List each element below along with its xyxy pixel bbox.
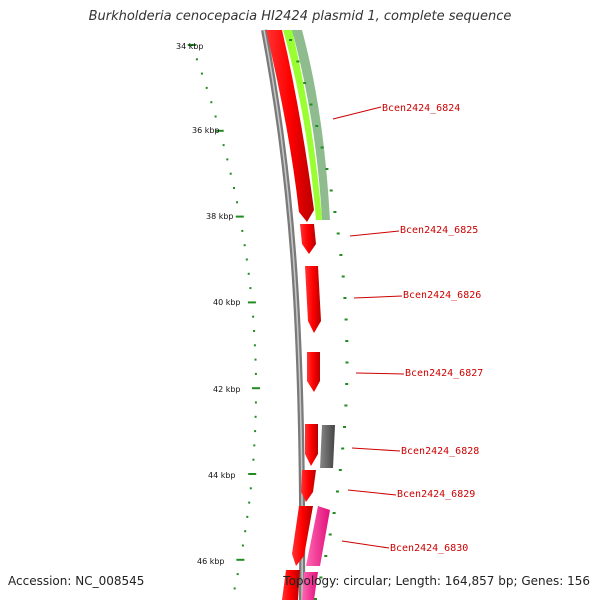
- cds-6824: [266, 30, 314, 222]
- leader-6828: [351, 447, 401, 452]
- scale-label-46: 46 kbp: [197, 557, 225, 566]
- lime-feature: [283, 30, 322, 220]
- cds-bottom: [282, 570, 300, 600]
- gene-label-6824[interactable]: Bcen2424_6824: [382, 103, 460, 114]
- scale-ticks: [187, 44, 260, 590]
- scale-label-44: 44 kbp: [208, 471, 236, 480]
- gene-label-6828[interactable]: Bcen2424_6828: [401, 446, 479, 457]
- topology-summary: Topology: circular; Length: 164,857 bp; …: [283, 574, 590, 588]
- scale-label-34: 34 kbp: [176, 42, 204, 51]
- gene-label-6825[interactable]: Bcen2424_6825: [400, 225, 478, 236]
- cds-6826: [305, 266, 321, 333]
- scale-label-36: 36 kbp: [192, 126, 220, 135]
- accession-text: Accession: NC_008545: [8, 574, 145, 588]
- gray-feature-6828: [320, 425, 335, 468]
- scale-label-42: 42 kbp: [213, 385, 241, 394]
- leader-6825: [349, 230, 400, 237]
- leader-6829: [347, 489, 397, 496]
- scale-label-38: 38 kbp: [206, 212, 234, 221]
- scale-label-40: 40 kbp: [213, 298, 241, 307]
- gene-label-6830[interactable]: Bcen2424_6830: [390, 543, 468, 554]
- cds-6829: [301, 470, 316, 502]
- map-title: Burkholderia cenocepacia HI2424 plasmid …: [88, 9, 512, 24]
- gene-label-6827[interactable]: Bcen2424_6827: [405, 368, 483, 379]
- cds-6830: [292, 506, 313, 566]
- gene-label-6826[interactable]: Bcen2424_6826: [403, 290, 481, 301]
- cds-6825: [300, 224, 316, 254]
- leader-6830: [341, 540, 390, 549]
- gene-ticks: [289, 39, 349, 600]
- leader-6824: [332, 106, 382, 120]
- magenta-feature: [306, 506, 330, 566]
- gene-label-6829[interactable]: Bcen2424_6829: [397, 489, 475, 500]
- cds-6828: [305, 424, 318, 466]
- leader-6826: [353, 295, 403, 299]
- magenta-bottom: [302, 572, 318, 600]
- leader-6827: [355, 372, 405, 375]
- cds-6827: [307, 352, 320, 392]
- sage-feature: [292, 30, 330, 220]
